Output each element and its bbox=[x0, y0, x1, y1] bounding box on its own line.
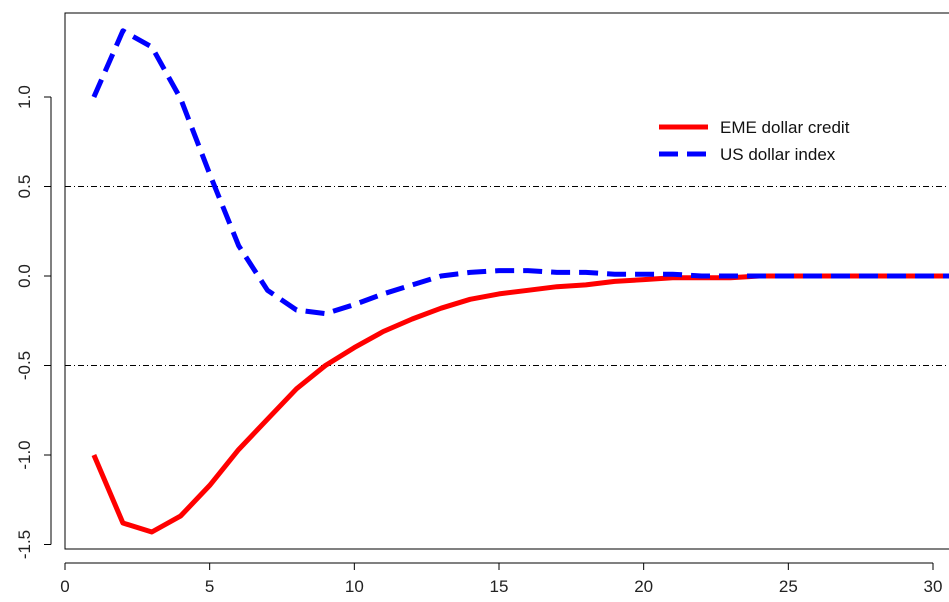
y-tick-label: 1.0 bbox=[15, 85, 34, 109]
x-tick-label: 15 bbox=[490, 577, 509, 596]
y-axis: -1.5 -1.0 -0.5 0.0 0.5 1.0 bbox=[15, 85, 52, 559]
y-tick-label: 0.5 bbox=[15, 175, 34, 199]
x-tick-label: 30 bbox=[924, 577, 943, 596]
legend-label-us-dollar-index: US dollar index bbox=[720, 145, 836, 164]
y-tick-label: 0.0 bbox=[15, 264, 34, 288]
plot-frame bbox=[64, 12, 949, 550]
y-tick-label: -1.5 bbox=[15, 530, 34, 559]
series-lines bbox=[91, 28, 949, 535]
legend-label-eme-dollar-credit: EME dollar credit bbox=[720, 118, 850, 137]
x-axis: 0 5 10 15 20 25 30 bbox=[60, 562, 943, 596]
x-tick-label: 10 bbox=[345, 577, 364, 596]
y-tick-label: -0.5 bbox=[15, 351, 34, 380]
series-line-us-dollar-index bbox=[91, 28, 949, 317]
y-tick-label: -1.0 bbox=[15, 440, 34, 469]
reference-lines bbox=[65, 186, 949, 366]
x-tick-label: 25 bbox=[779, 577, 798, 596]
legend: EME dollar credit US dollar index bbox=[659, 118, 850, 164]
x-tick-label: 20 bbox=[634, 577, 653, 596]
x-tick-label: 5 bbox=[205, 577, 214, 596]
series-line-eme-dollar-credit bbox=[91, 273, 949, 535]
x-tick-label: 0 bbox=[60, 577, 69, 596]
